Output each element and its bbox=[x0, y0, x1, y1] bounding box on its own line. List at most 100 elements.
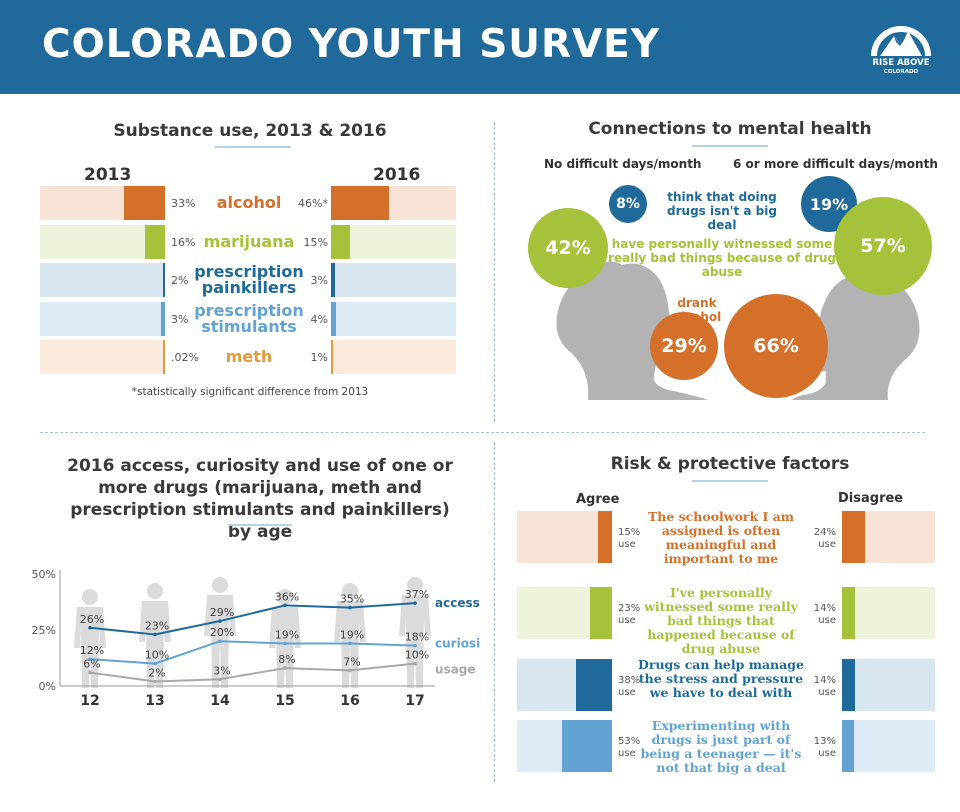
pct-2013-prescription-stimulants: 3% bbox=[171, 312, 189, 326]
point-access bbox=[88, 625, 92, 630]
mental-title-rule bbox=[692, 145, 768, 147]
person-silhouette-icon bbox=[74, 589, 106, 688]
point-usage bbox=[218, 677, 222, 682]
data-label-curiosity: 20% bbox=[210, 626, 234, 639]
risk-agree-pct-teenager: 53% bbox=[618, 736, 641, 747]
data-label-access: 35% bbox=[340, 593, 364, 606]
point-usage bbox=[88, 670, 92, 675]
legend-curiosity: curiosity bbox=[435, 637, 480, 651]
pct-2013-prescription-painkillers: 2% bbox=[171, 274, 189, 287]
risk-disagree-pct-schoolwork: 24% bbox=[813, 527, 836, 538]
point-curiosity bbox=[218, 639, 222, 643]
risk-title: Risk & protective factors bbox=[610, 454, 850, 474]
data-label-usage: 2% bbox=[148, 667, 165, 680]
logo-line-2: COLORADO bbox=[883, 69, 919, 75]
point-usage bbox=[413, 661, 417, 666]
risk-agree-use-schoolwork: use bbox=[618, 539, 636, 550]
point-usage bbox=[348, 668, 352, 673]
series-line-access bbox=[89, 602, 416, 636]
risk-disagree-bar-schoolwork bbox=[842, 511, 865, 563]
circle-right-2: 66% bbox=[724, 294, 828, 398]
mental-col-left: No difficult days/month bbox=[544, 157, 702, 171]
y-tick-label: 25% bbox=[32, 624, 56, 637]
risk-agree-pct-schoolwork: 15% bbox=[618, 527, 641, 538]
year-2013-label: 2013 bbox=[84, 165, 132, 185]
data-label-access: 23% bbox=[145, 619, 169, 632]
bar-2013-marijuana bbox=[145, 224, 165, 259]
rise-above-logo: RISE ABOVE COLORADO bbox=[866, 12, 936, 84]
risk-disagree-pct-witnessed: 14% bbox=[813, 603, 836, 614]
chart-title: 2016 access, curiosity and use of one or… bbox=[67, 456, 453, 542]
series-line-curiosity bbox=[89, 640, 416, 665]
risk-statement-teenager: Experimenting with drugs is just part of… bbox=[640, 718, 802, 775]
girl-silhouette-right bbox=[792, 273, 920, 400]
mental-label-2: drank alcohol bbox=[672, 296, 722, 324]
circle-right-1: 57% bbox=[834, 197, 932, 295]
x-tick-label: 12 bbox=[80, 693, 99, 709]
risk-agree-use-stress: use bbox=[618, 687, 636, 698]
data-label-access: 36% bbox=[275, 590, 299, 603]
point-access bbox=[218, 619, 222, 623]
mental-label-1: have personally witnessed some really ba… bbox=[608, 237, 836, 279]
bar-2013-meth bbox=[163, 340, 165, 374]
label-prescription-painkillers: prescription painkillers bbox=[194, 262, 304, 297]
risk-disagree-bg-witnessed bbox=[842, 587, 935, 639]
point-usage bbox=[283, 666, 287, 670]
point-usage bbox=[153, 679, 157, 684]
data-label-curiosity: 19% bbox=[275, 628, 299, 641]
risk-disagree-use-teenager: use bbox=[818, 748, 836, 759]
divider-horizontal bbox=[40, 432, 925, 433]
mental-label-0: think that doing drugs isn't a big deal bbox=[667, 190, 777, 232]
bar-2016-bg-prescription-stimulants bbox=[331, 301, 456, 336]
point-curiosity bbox=[283, 641, 287, 646]
bar-2016-bg-marijuana bbox=[331, 224, 456, 259]
y-tick-label: 0% bbox=[39, 680, 56, 693]
risk-agree-bar-stress bbox=[575, 659, 612, 711]
mental-col-right: 6 or more difficult days/month bbox=[733, 157, 938, 171]
year-2016-label: 2016 bbox=[373, 165, 421, 185]
point-curiosity bbox=[348, 641, 352, 646]
risk-disagree-bar-stress bbox=[842, 659, 856, 711]
point-access bbox=[348, 605, 352, 610]
data-label-access: 37% bbox=[405, 588, 429, 601]
divider-top-vertical bbox=[494, 122, 495, 422]
risk-disagree-bg-teenager bbox=[842, 720, 935, 772]
risk-agree-pct-witnessed: 23% bbox=[618, 603, 641, 614]
substance-footnote: *statistically significant difference fr… bbox=[131, 386, 369, 398]
data-label-curiosity: 12% bbox=[80, 644, 104, 657]
point-curiosity bbox=[153, 661, 157, 666]
risk-statement-schoolwork: The schoolwork I am assigned is often me… bbox=[647, 509, 795, 566]
legend-usage: usage bbox=[435, 663, 476, 677]
data-label-usage: 3% bbox=[213, 664, 230, 677]
data-label-usage: 6% bbox=[83, 658, 100, 671]
bar-2016-prescription-stimulants bbox=[331, 301, 336, 336]
circle-left-0: 8% bbox=[609, 185, 647, 223]
bar-2013-bg-marijuana bbox=[40, 224, 165, 259]
bar-2013-prescription-painkillers bbox=[162, 263, 165, 297]
chart-title-rule bbox=[228, 524, 292, 526]
risk-agree-use-teenager: use bbox=[618, 748, 636, 759]
risk-disagree-label: Disagree bbox=[838, 491, 904, 506]
pct-2016-meth: 1% bbox=[310, 351, 328, 364]
person-silhouette-icon bbox=[334, 583, 366, 688]
risk-disagree-pct-teenager: 13% bbox=[813, 736, 836, 747]
x-tick-label: 13 bbox=[145, 693, 164, 709]
risk-disagree-pct-stress: 14% bbox=[813, 675, 836, 686]
risk-disagree-use-schoolwork: use bbox=[818, 539, 836, 550]
line-chart: 0% 25% 50% 12 13 14 15 16 17 26% 23% 29% 36% 35% 37% a… bbox=[32, 568, 480, 709]
bar-2013-prescription-stimulants bbox=[161, 301, 165, 336]
risk-title-rule bbox=[692, 480, 768, 482]
circle-left-2: 29% bbox=[650, 312, 718, 380]
x-tick-label: 16 bbox=[340, 693, 359, 709]
x-tick-label: 14 bbox=[210, 693, 230, 709]
data-label-usage: 10% bbox=[405, 649, 429, 662]
risk-disagree-bar-teenager bbox=[842, 720, 855, 772]
label-marijuana: marijuana bbox=[203, 231, 295, 251]
risk-agree-use-witnessed: use bbox=[618, 615, 636, 626]
risk-agree-label: Agree bbox=[576, 492, 620, 507]
risk-statement-witnessed: I've personally witnessed some really ba… bbox=[644, 585, 798, 656]
pct-2013-meth: .02% bbox=[171, 351, 199, 364]
header-banner bbox=[0, 0, 960, 94]
risk-agree-bar-schoolwork bbox=[597, 511, 612, 563]
data-label-access: 29% bbox=[210, 606, 234, 619]
